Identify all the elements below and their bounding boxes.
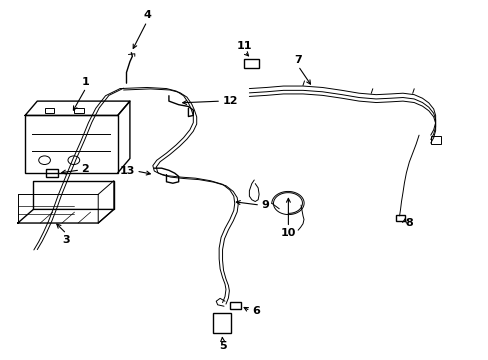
Bar: [395, 215, 405, 221]
Text: 4: 4: [143, 10, 151, 21]
Bar: [430, 136, 440, 144]
Bar: [243, 59, 259, 68]
Text: 2: 2: [81, 164, 89, 174]
Text: 12: 12: [222, 96, 238, 106]
Text: 13: 13: [119, 166, 135, 176]
Bar: [212, 313, 231, 333]
Bar: [44, 108, 54, 113]
Text: 5: 5: [218, 341, 226, 351]
Text: 8: 8: [405, 218, 412, 228]
Bar: [74, 108, 83, 113]
Text: 10: 10: [280, 228, 295, 238]
Text: 11: 11: [236, 41, 252, 51]
Text: 3: 3: [62, 235, 70, 245]
Text: 6: 6: [251, 306, 259, 316]
Bar: [25, 116, 118, 173]
Text: 9: 9: [261, 200, 269, 210]
Bar: [45, 169, 58, 177]
Text: 1: 1: [82, 77, 90, 87]
Text: 7: 7: [294, 55, 302, 65]
Bar: [229, 302, 240, 309]
